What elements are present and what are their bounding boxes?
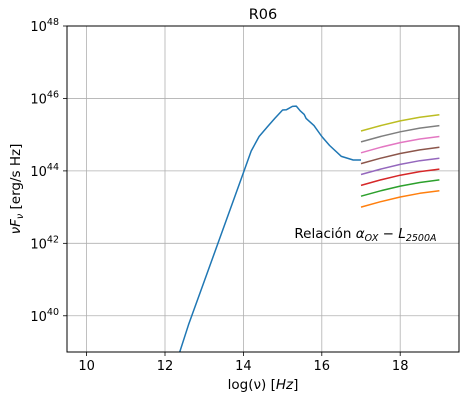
y-tick-label-base: 10: [30, 165, 47, 180]
annotation-L: L: [398, 226, 406, 242]
y-tick-label: 1046: [30, 89, 59, 107]
y-tick-label-exponent: 46: [47, 89, 59, 100]
grid: [67, 25, 459, 352]
y-tick-label-base: 10: [30, 92, 47, 107]
sed-curve: [178, 105, 361, 352]
x-tick-label: 14: [235, 359, 252, 374]
y-tick-label-exponent: 42: [47, 234, 59, 245]
x-tick-label: 10: [78, 359, 95, 374]
x-tick-label: 12: [157, 359, 174, 374]
alpha-ox-line-6: [360, 135, 440, 154]
alpha-ox-line-2: [360, 179, 440, 197]
y-tick-label-base: 10: [30, 310, 47, 325]
alpha-ox-line-7: [360, 124, 440, 143]
y-axis-label-unit: [erg/s Hz]: [8, 144, 24, 214]
x-tick-label: 18: [392, 359, 409, 374]
x-tick-label: 16: [314, 359, 331, 374]
alpha-ox-line-4: [360, 157, 440, 176]
annotation-L-sub: 2500A: [406, 233, 437, 244]
chart-title: R06: [249, 7, 278, 23]
y-axis-label-F: F: [8, 219, 24, 227]
y-tick-label-exponent: 40: [47, 307, 59, 318]
y-axis-label-sub: ν: [15, 213, 26, 219]
alpha-ox-line-1: [360, 190, 440, 208]
x-axis-label-unit: Hz: [276, 377, 294, 393]
plot-frame: [66, 25, 460, 353]
y-axis-label-nu: ν: [8, 226, 24, 234]
annotation-alpha: α: [356, 226, 365, 242]
x-axis-label-main: log(ν) [: [228, 377, 276, 393]
y-axis-label: νFν [erg/s Hz]: [8, 144, 26, 235]
chart-annotation: Relación αOX − L2500A: [294, 226, 436, 244]
series-group: [178, 105, 440, 352]
alpha-ox-line-8: [360, 113, 440, 132]
y-tick-label: 1040: [30, 307, 59, 325]
y-tick-label-base: 10: [30, 20, 47, 35]
annotation-alpha-sub: OX: [365, 233, 379, 244]
y-tick-label-base: 10: [30, 237, 47, 252]
y-tick-label: 1044: [30, 162, 59, 180]
annotation-minus: −: [378, 226, 398, 242]
annotation-prefix: Relación: [294, 226, 355, 242]
y-tick-label: 1048: [30, 17, 59, 35]
alpha-ox-line-3: [360, 168, 440, 187]
y-tick-label: 1042: [30, 234, 59, 252]
x-axis-label: log(ν) [Hz]: [228, 377, 299, 393]
y-tick-label-exponent: 48: [47, 17, 59, 28]
y-tick-label-exponent: 44: [47, 162, 59, 173]
x-axis-label-close: ]: [293, 377, 298, 393]
alpha-ox-line-5: [360, 146, 440, 165]
